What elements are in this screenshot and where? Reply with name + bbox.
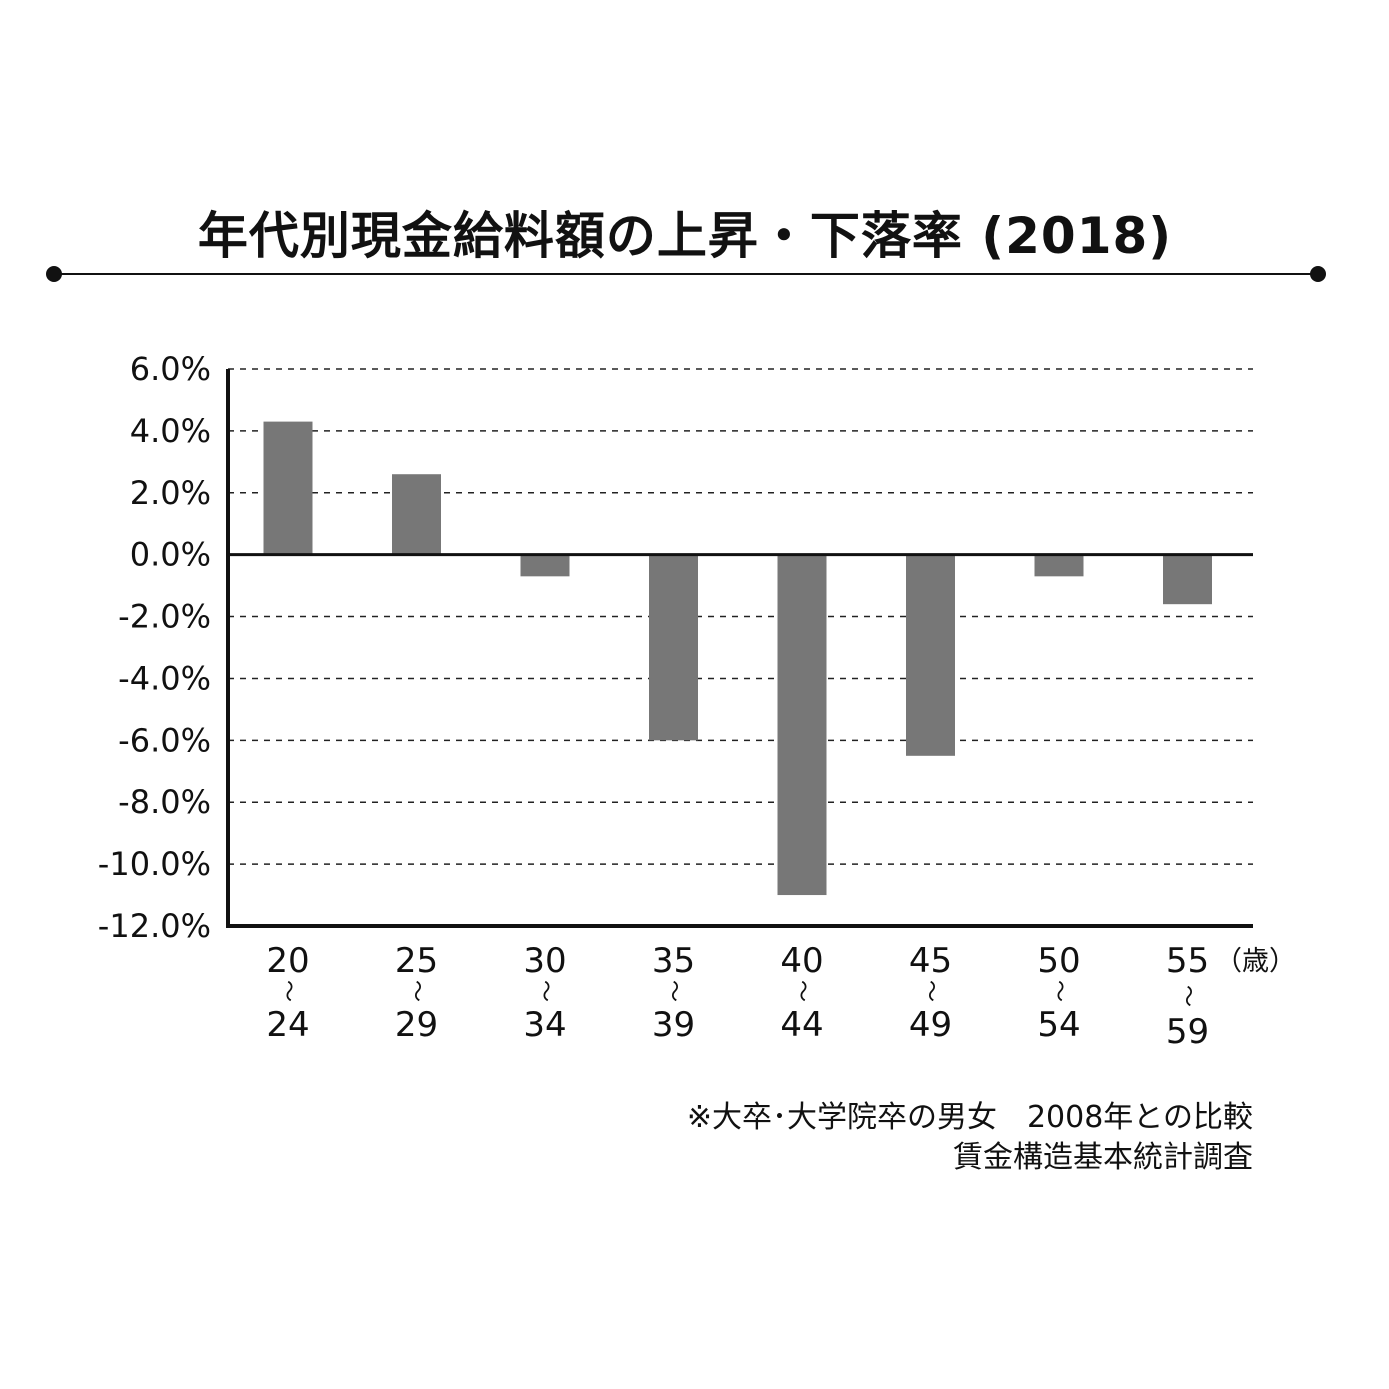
chart-title: 年代別現金給料額の上昇・下落率 (2018) — [197, 207, 1173, 265]
x-tick-label-sep: 〜 — [1175, 985, 1200, 1007]
y-tick-label: -10.0% — [98, 845, 211, 883]
x-tick-label-start: 45 — [909, 941, 952, 981]
y-tick-label: 2.0% — [130, 474, 211, 512]
axes — [226, 369, 1253, 928]
x-tick-label-start: 50 — [1037, 941, 1080, 981]
note-comparison: ※大卒･大学院卒の男女 2008年との比較 — [686, 1100, 1253, 1135]
x-tick-label-end: 49 — [909, 1005, 952, 1045]
x-tick-label-sep: 〜 — [661, 980, 686, 1002]
x-tick-label-end: 44 — [780, 1005, 823, 1045]
x-tick-label-start: 20 — [266, 941, 309, 981]
bar — [649, 554, 698, 741]
x-tick-label-start: 25 — [395, 941, 438, 981]
y-tick-labels: 6.0% 4.0% 2.0% 0.0% -2.0% -4.0% -6.0% -8.0% -10.… — [98, 350, 211, 945]
x-tick-label-sep: 〜 — [532, 980, 557, 1002]
y-tick-label: 0.0% — [130, 536, 211, 574]
bar — [906, 554, 955, 756]
x-tick-label-sep: 〜 — [918, 980, 943, 1002]
x-tick-label-end: 29 — [395, 1005, 438, 1045]
x-tick-label-start: 30 — [523, 941, 566, 981]
title-rule — [46, 266, 1326, 282]
x-tick-label-sep: 〜 — [789, 980, 814, 1002]
bar-chart: 6.0% 4.0% 2.0% 0.0% -2.0% -4.0% -6.0% -8.0% -10.… — [98, 350, 1296, 1052]
bar — [392, 474, 441, 555]
bar — [1034, 554, 1084, 577]
y-tick-label: 4.0% — [130, 412, 211, 450]
bar — [520, 554, 570, 577]
x-tick-label-end: 39 — [652, 1005, 695, 1045]
x-tick-label-start: 55 — [1166, 941, 1209, 981]
x-tick-label-start: 40 — [780, 941, 823, 981]
x-tick-label-start: 35 — [652, 941, 695, 981]
x-tick-label-sep: 〜 — [404, 980, 429, 1002]
y-tick-label: -4.0% — [118, 659, 211, 697]
y-tick-label: -6.0% — [118, 721, 211, 759]
y-tick-label: 6.0% — [130, 350, 211, 388]
x-tick-label-end: 24 — [266, 1005, 309, 1045]
y-tick-label: -2.0% — [118, 598, 211, 636]
y-tick-label: -12.0% — [98, 907, 211, 945]
grid-lines — [228, 368, 1253, 865]
x-tick-label-sep: 〜 — [275, 980, 300, 1002]
x-tick-label-end: 54 — [1037, 1005, 1080, 1045]
note-source: 賃金構造基本統計調査 — [953, 1140, 1253, 1175]
bar — [1163, 554, 1212, 605]
rule-dot-left — [46, 266, 62, 282]
x-tick-label-sep: 〜 — [1046, 980, 1071, 1002]
x-tick-labels: 20〜2425〜2930〜3435〜3940〜4445〜4950〜5455〜59… — [266, 941, 1296, 1052]
bar — [777, 554, 827, 896]
x-tick-label-end: 59 — [1166, 1012, 1209, 1052]
x-tick-label-end: 34 — [523, 1005, 566, 1045]
x-axis-unit: （歳） — [1215, 946, 1296, 977]
rule-dot-right — [1310, 266, 1326, 282]
bars — [263, 421, 1212, 896]
bar — [263, 421, 313, 555]
y-tick-label: -8.0% — [118, 783, 211, 821]
